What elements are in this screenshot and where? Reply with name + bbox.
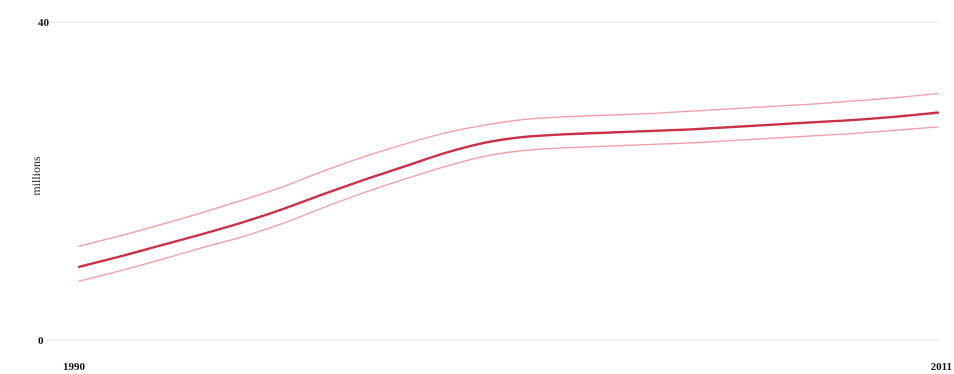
tick-labels: 0 40 1990 2011	[38, 17, 952, 373]
series-line-lower-bound	[78, 126, 939, 282]
series-line-estimate	[77, 111, 940, 269]
gridlines	[48, 21, 938, 341]
y-axis-title: millions	[29, 156, 43, 196]
y-tick-label: 40	[38, 17, 50, 29]
series-group	[77, 92, 940, 282]
x-tick-label: 1990	[63, 361, 86, 373]
x-tick-label: 2011	[931, 361, 952, 373]
y-tick-label: 0	[38, 335, 44, 347]
series-line-upper-bound	[78, 92, 939, 247]
